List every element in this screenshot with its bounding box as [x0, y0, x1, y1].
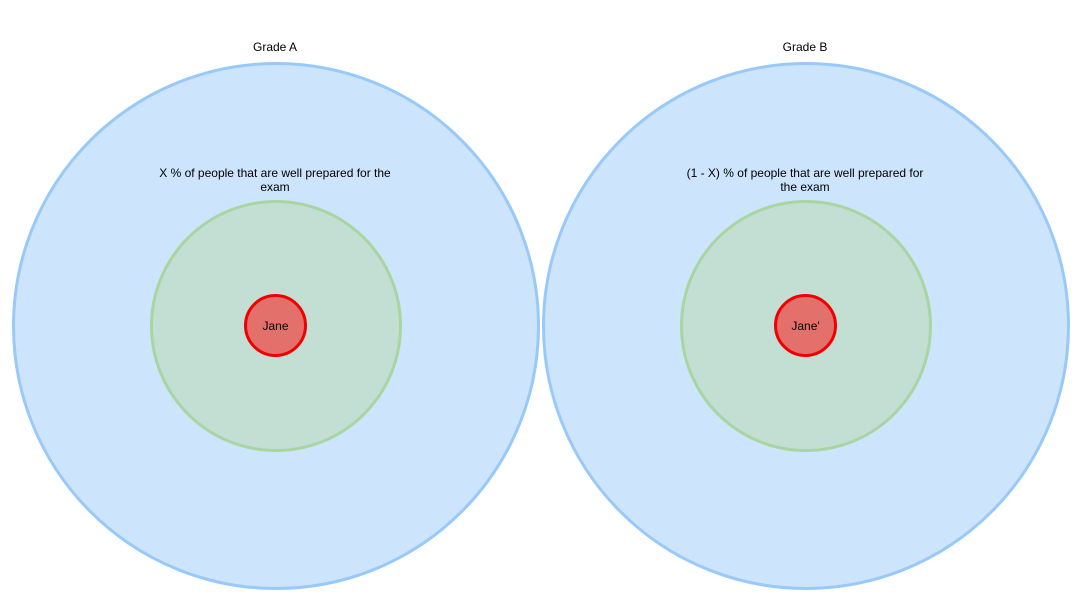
grade-a-person-circle: Jane — [244, 294, 307, 357]
grade-b-person-label: Jane' — [791, 318, 820, 333]
grade-b-description: (1 - X) % of people that are well prepar… — [686, 166, 924, 194]
grade-b-title: Grade B — [782, 40, 828, 54]
grade-b-person-circle: Jane' — [774, 294, 837, 357]
grade-b-panel: Grade B (1 - X) % of people that are wel… — [540, 0, 1085, 610]
grade-a-title: Grade A — [252, 40, 298, 54]
grade-a-description: X % of people that are well prepared for… — [159, 166, 391, 194]
grade-a-panel: Grade A X % of people that are well prep… — [10, 0, 555, 610]
grade-a-person-label: Jane — [262, 318, 289, 333]
